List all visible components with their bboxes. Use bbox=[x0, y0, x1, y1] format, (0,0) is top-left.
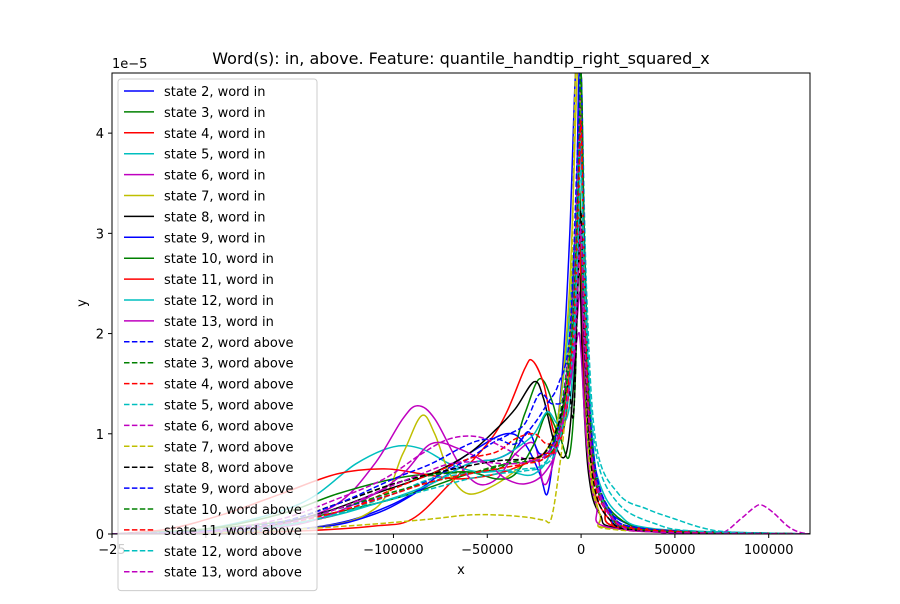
legend-label: state 4, word in bbox=[164, 127, 266, 142]
legend-label: state 12, word in bbox=[164, 294, 274, 309]
legend-label: state 7, word in bbox=[164, 190, 266, 205]
y-axis-multiplier: 1e−5 bbox=[112, 57, 147, 72]
series-line-15 bbox=[112, 73, 810, 534]
x-tick-label: −100000 bbox=[363, 543, 424, 558]
y-tick-label: 4 bbox=[96, 127, 104, 142]
legend-label: state 3, word in bbox=[164, 106, 266, 121]
legend-label: state 13, word above bbox=[164, 566, 302, 581]
x-axis-label: x bbox=[457, 563, 465, 578]
legend-label: state 10, word in bbox=[164, 252, 274, 267]
legend-label: state 2, word above bbox=[164, 336, 294, 351]
legend-label: state 9, word above bbox=[164, 482, 294, 497]
y-tick-label: 2 bbox=[96, 328, 104, 343]
series-line-22 bbox=[112, 120, 810, 534]
series-line-23 bbox=[112, 169, 810, 534]
legend-label: state 6, word in bbox=[164, 169, 266, 184]
series-line-18 bbox=[112, 73, 810, 534]
legend-label: state 4, word above bbox=[164, 378, 294, 393]
y-tick-label: 0 bbox=[96, 528, 104, 543]
legend-label: state 7, word above bbox=[164, 440, 294, 455]
legend-box bbox=[117, 78, 318, 592]
x-tick-label: 50000 bbox=[654, 543, 695, 558]
legend-label: state 8, word in bbox=[164, 210, 266, 225]
legend-label: state 11, word above bbox=[164, 524, 302, 539]
legend-label: state 3, word above bbox=[164, 357, 294, 372]
x-tick-label: 100000 bbox=[744, 543, 794, 558]
legend-label: state 9, word in bbox=[164, 231, 266, 246]
series-layer bbox=[112, 73, 810, 534]
series-line-17 bbox=[112, 92, 810, 534]
plot-frame bbox=[111, 72, 811, 535]
legend-label: state 13, word in bbox=[164, 315, 274, 330]
chart-title: Word(s): in, above. Feature: quantile_ha… bbox=[212, 49, 709, 69]
y-tick-label: 3 bbox=[96, 227, 104, 242]
legend-label: state 2, word in bbox=[164, 85, 266, 100]
legend-label: state 5, word in bbox=[164, 148, 266, 163]
x-tick-label: −50000 bbox=[461, 543, 513, 558]
legend-label: state 11, word in bbox=[164, 273, 274, 288]
legend-label: state 8, word above bbox=[164, 461, 294, 476]
y-axis-label: y bbox=[75, 299, 90, 307]
x-tick-label: 0 bbox=[577, 543, 585, 558]
legend-label: state 10, word above bbox=[164, 503, 302, 518]
legend: state 2, word in state 3, word in state 4,… bbox=[117, 78, 318, 592]
series-line-24 bbox=[112, 223, 810, 534]
y-tick-label: 1 bbox=[96, 428, 104, 443]
legend-label: state 6, word above bbox=[164, 419, 294, 434]
legend-label: state 5, word above bbox=[164, 399, 294, 414]
legend-label: state 12, word above bbox=[164, 545, 302, 560]
